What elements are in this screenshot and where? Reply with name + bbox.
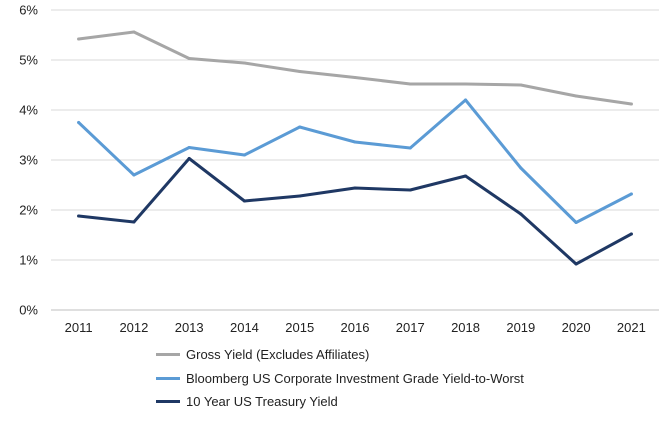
legend-label-bloomberg-ig: Bloomberg US Corporate Investment Grade …	[186, 370, 524, 386]
data-point	[187, 146, 191, 149]
data-point	[574, 94, 578, 98]
y-tick-label: 1%	[19, 253, 38, 268]
data-point	[132, 30, 136, 34]
data-point	[77, 37, 81, 41]
legend-item-treasury: 10 Year US Treasury Yield	[156, 390, 524, 414]
y-tick-label: 6%	[19, 3, 38, 18]
x-tick-label: 2014	[230, 320, 259, 335]
x-tick-label: 2018	[451, 320, 480, 335]
data-point	[464, 98, 468, 102]
data-point	[629, 192, 633, 196]
data-point	[353, 76, 357, 79]
data-point	[574, 262, 578, 266]
x-tick-label: 2021	[617, 320, 646, 335]
data-point	[464, 174, 468, 178]
series-line-2	[77, 157, 633, 266]
legend-item-gross-yield: Gross Yield (Excludes Affiliates)	[156, 343, 524, 367]
data-point	[298, 125, 302, 129]
data-point	[298, 70, 302, 73]
legend-swatch-bloomberg-ig	[156, 376, 180, 380]
data-point	[187, 57, 191, 60]
y-tick-label: 0%	[19, 303, 38, 318]
y-tick-label: 4%	[19, 103, 38, 118]
data-point	[519, 83, 523, 87]
x-tick-label: 2016	[341, 320, 370, 335]
data-point	[464, 82, 468, 86]
data-point	[77, 214, 81, 218]
data-point	[353, 140, 357, 144]
x-tick-label: 2011	[65, 320, 93, 335]
data-point	[408, 146, 412, 150]
data-point	[574, 221, 578, 224]
legend-swatch-gross-yield	[156, 353, 180, 357]
series-lines	[77, 30, 633, 266]
legend-label-treasury: 10 Year US Treasury Yield	[186, 394, 338, 410]
x-tick-label: 2017	[396, 320, 425, 335]
y-axis-tick-labels: 0% 1% 2% 3% 4% 5% 6%	[19, 3, 38, 318]
x-tick-label: 2015	[285, 320, 314, 335]
legend-label-gross-yield: Gross Yield (Excludes Affiliates)	[186, 347, 370, 363]
data-point	[629, 232, 633, 236]
data-point	[298, 194, 302, 198]
x-axis-tick-labels: 2011 2012 2013 2014 2015 2016 2017 2018 2019 2020…	[65, 320, 646, 335]
series-line-0	[77, 30, 633, 106]
y-tick-label: 3%	[19, 153, 38, 168]
data-point	[519, 212, 523, 216]
legend: Gross Yield (Excludes Affiliates) Bloomb…	[156, 343, 524, 414]
data-point	[519, 166, 523, 170]
data-point	[242, 153, 246, 157]
y-tick-label: 2%	[19, 203, 38, 218]
gridlines	[51, 9, 659, 311]
x-tick-label: 2012	[119, 320, 148, 335]
data-point	[353, 186, 357, 190]
data-point	[242, 61, 246, 65]
data-point	[408, 82, 412, 86]
data-point	[132, 173, 136, 177]
x-tick-label: 2020	[562, 320, 591, 335]
y-tick-label: 5%	[19, 53, 38, 68]
x-tick-label: 2019	[506, 320, 535, 335]
data-point	[132, 220, 136, 224]
data-point	[242, 199, 246, 203]
series-line-1	[77, 98, 633, 224]
legend-item-bloomberg-ig: Bloomberg US Corporate Investment Grade …	[156, 367, 524, 391]
data-point	[408, 188, 412, 192]
x-tick-label: 2013	[175, 320, 204, 335]
data-point	[77, 121, 81, 124]
legend-swatch-treasury	[156, 400, 180, 404]
data-point	[187, 157, 191, 160]
data-point	[629, 102, 633, 106]
